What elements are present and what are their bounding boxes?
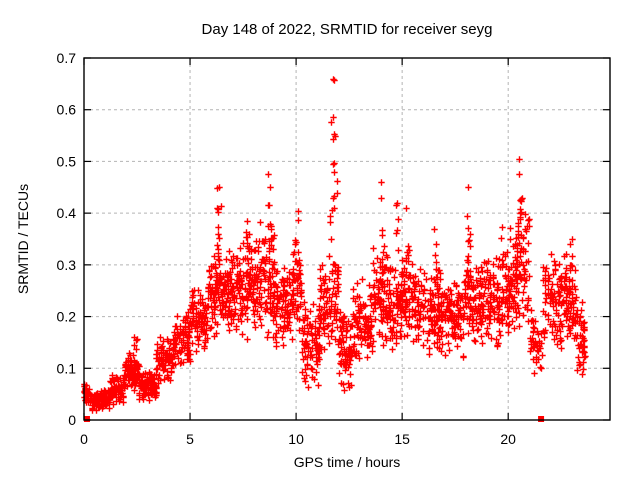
zero-square-marker: [538, 416, 545, 422]
x-tick-label: 15: [394, 431, 410, 447]
y-axis-label: SRMTID / TECUs: [15, 184, 31, 294]
x-tick-label: 5: [186, 431, 194, 447]
y-tick-label: 0: [68, 412, 76, 428]
zero-value-square-markers: [83, 416, 545, 422]
x-tick-label: 20: [500, 431, 516, 447]
scatter-data-points: [81, 76, 589, 414]
y-tick-label: 0.2: [57, 309, 77, 325]
y-tick-label: 0.7: [57, 50, 77, 66]
y-tick-label: 0.4: [57, 205, 77, 221]
y-tick-label: 0.1: [57, 360, 77, 376]
y-tick-label: 0.3: [57, 257, 77, 273]
x-tick-label: 0: [80, 431, 88, 447]
chart-title: Day 148 of 2022, SRMTID for receiver sey…: [202, 21, 493, 38]
x-axis-label: GPS time / hours: [294, 454, 401, 470]
zero-square-marker: [83, 416, 90, 422]
y-tick-label: 0.6: [57, 102, 77, 118]
x-tick-label: 10: [288, 431, 304, 447]
plot-frame-and-ticks: [83, 57, 611, 421]
y-tick-label: 0.5: [57, 153, 77, 169]
axis-tick-labels: 0 5 10 15 20 0 0.1 0.2 0.3 0.4 0.5 0.6 0.7: [57, 50, 517, 447]
